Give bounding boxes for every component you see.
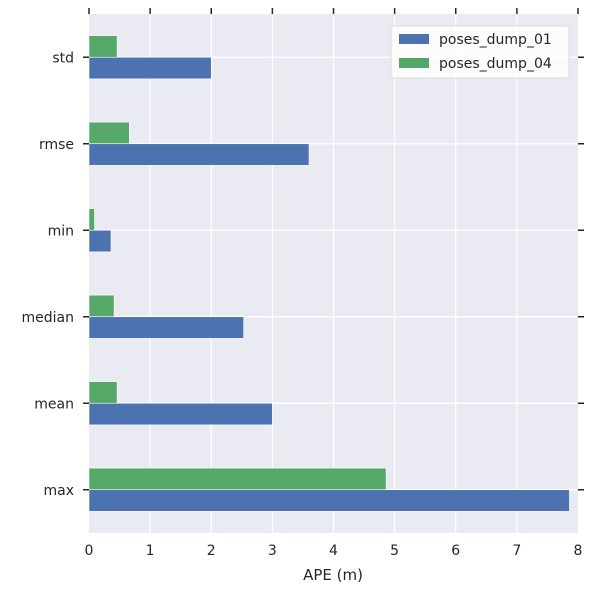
bar-poses_dump_01-rmse [88,143,310,166]
bar-poses_dump_01-mean [88,402,273,426]
y-tick-labels: max mean median min rmse std [22,50,74,499]
legend-swatch-poses_dump_04 [399,58,429,68]
x-tick-label: 1 [146,543,155,559]
y-tick-label: rmse [39,137,74,153]
y-tick-label: median [22,310,74,326]
bar-poses_dump_01-median [88,316,244,339]
x-tick-label: 4 [329,543,338,559]
y-tick-label: std [52,50,74,66]
legend-box [390,25,570,79]
bar-poses_dump_04-mean [88,381,118,404]
x-axis-label: APE (m) [303,566,363,584]
bar-poses_dump_04-std [88,35,118,58]
bar-poses_dump_01-max [88,489,570,512]
legend: poses_dump_01 poses_dump_04 [390,25,570,79]
legend-label-poses_dump_01: poses_dump_01 [439,32,552,48]
bars [88,35,570,512]
bar-poses_dump_04-median [88,294,115,318]
legend-swatch-poses_dump_01 [399,34,429,44]
tick-marks [83,8,584,491]
y-tick-label: min [48,223,74,239]
x-tick-label: 6 [451,543,460,559]
y-tick-label: max [43,483,74,499]
bar-poses_dump_04-max [88,467,387,491]
x-tick-label: 7 [512,543,521,559]
bar-poses_dump_04-min [88,208,95,231]
bar-poses_dump_01-std [88,56,212,80]
x-tick-label: 8 [574,543,583,559]
x-tick-label: 3 [268,543,277,559]
bar-poses_dump_01-min [88,229,112,253]
x-tick-labels: 0 1 2 3 4 5 6 7 8 [85,543,583,559]
x-tick-label: 0 [85,543,94,559]
x-tick-label: 2 [207,543,216,559]
x-tick-label: 5 [390,543,399,559]
y-tick-label: mean [34,396,74,412]
legend-label-poses_dump_04: poses_dump_04 [439,56,552,72]
bar-poses_dump_04-rmse [88,121,130,145]
